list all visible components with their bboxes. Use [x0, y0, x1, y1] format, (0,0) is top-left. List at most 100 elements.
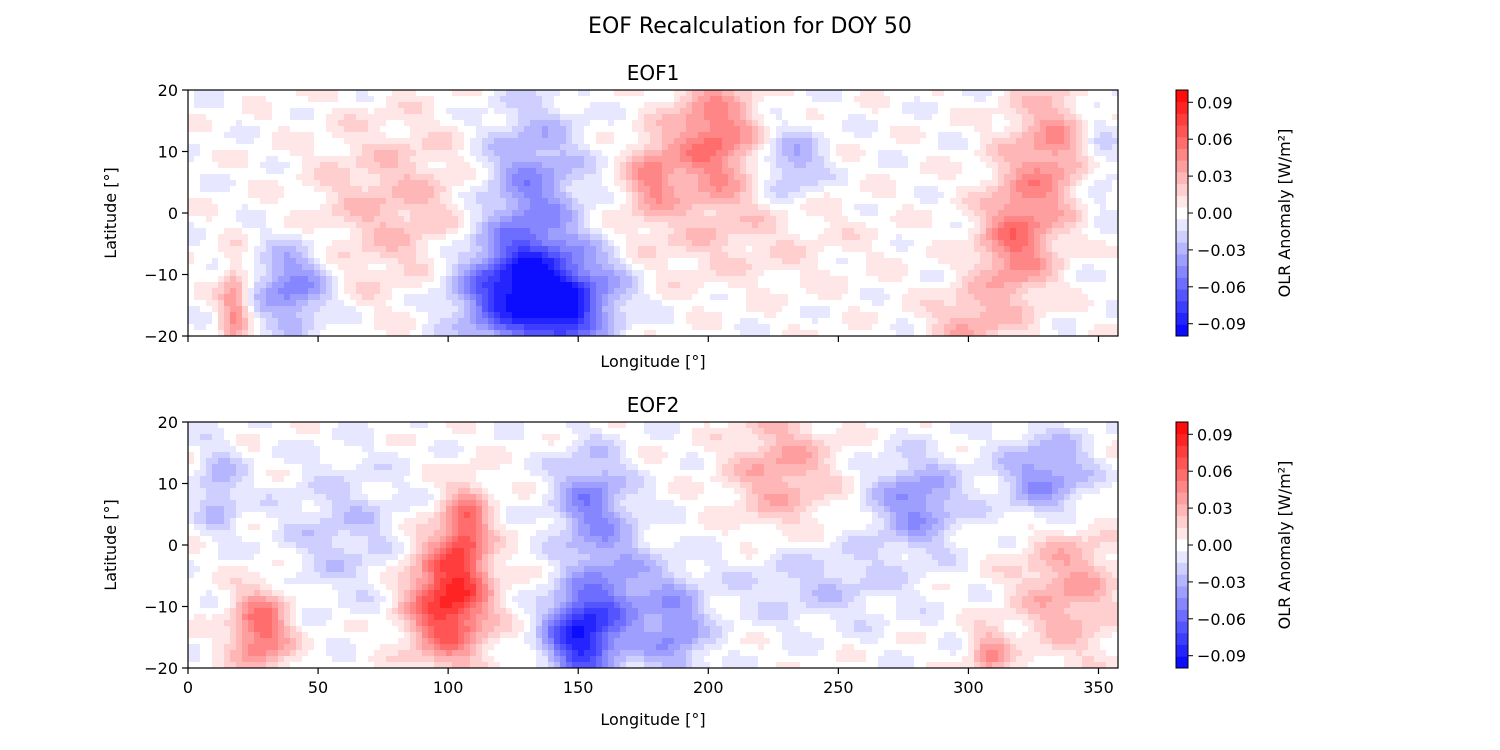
heatmap-cell [296, 168, 303, 175]
heatmap-cell [494, 234, 501, 241]
heatmap-cell [902, 246, 909, 253]
heatmap-cell [368, 186, 375, 193]
heatmap-cell [1100, 174, 1107, 181]
heatmap-cell [524, 198, 531, 205]
heatmap-cell [986, 114, 993, 121]
heatmap-cell [644, 114, 651, 121]
heatmap-cell [578, 192, 585, 199]
heatmap-cell [722, 222, 729, 229]
heatmap-cell [374, 132, 381, 139]
heatmap-cell [242, 108, 249, 115]
heatmap-cell [1070, 246, 1077, 253]
heatmap-cell [698, 228, 705, 235]
heatmap-cell [716, 216, 723, 223]
heatmap-cell [674, 264, 681, 271]
heatmap-cell [470, 96, 477, 103]
heatmap-cell [434, 108, 441, 115]
heatmap-cell [818, 222, 825, 229]
heatmap-cell [518, 186, 525, 193]
heatmap-cell [302, 246, 309, 253]
heatmap-cell [752, 144, 759, 151]
heatmap-cell [812, 150, 819, 157]
heatmap-cell [938, 126, 945, 133]
heatmap-cell [422, 222, 429, 229]
heatmap-cell [770, 102, 777, 109]
heatmap-cell [458, 108, 465, 115]
heatmap-cell [614, 108, 621, 115]
heatmap-cell [266, 180, 273, 187]
heatmap-cell [1076, 204, 1083, 211]
heatmap-cell [884, 180, 891, 187]
heatmap-cell [260, 204, 267, 211]
heatmap-cell [704, 240, 711, 247]
heatmap-cell [668, 132, 675, 139]
heatmap-cell [608, 132, 615, 139]
heatmap-cell [230, 90, 237, 97]
heatmap-cell [794, 156, 801, 163]
heatmap-cell [896, 210, 903, 217]
heatmap-cell [938, 210, 945, 217]
heatmap-cell [644, 144, 651, 151]
heatmap-cell [374, 240, 381, 247]
heatmap-cell [230, 246, 237, 253]
heatmap-cell [1106, 222, 1113, 229]
heatmap-cell [596, 180, 603, 187]
heatmap-cell [452, 222, 459, 229]
heatmap-cell [272, 90, 279, 97]
heatmap-cell [776, 174, 783, 181]
heatmap-cell [824, 210, 831, 217]
heatmap-cell [1094, 252, 1101, 259]
heatmap-cell [1052, 216, 1059, 223]
heatmap-cell [746, 144, 753, 151]
heatmap-cell [974, 246, 981, 253]
heatmap-cell [296, 90, 303, 97]
heatmap-cell [704, 150, 711, 157]
heatmap-cell [296, 258, 303, 265]
heatmap-cell [362, 120, 369, 127]
heatmap-cell [998, 150, 1005, 157]
heatmap-cell [860, 216, 867, 223]
heatmap-cell [344, 90, 351, 97]
heatmap-cell [488, 102, 495, 109]
heatmap-cell [248, 258, 255, 265]
heatmap-cell [836, 162, 843, 169]
heatmap-cell [938, 204, 945, 211]
heatmap-cell [866, 180, 873, 187]
heatmap-cell [578, 162, 585, 169]
heatmap-cell [734, 276, 741, 283]
heatmap-cell [704, 102, 711, 109]
heatmap-cell [740, 228, 747, 235]
heatmap-cell [884, 228, 891, 235]
heatmap-cell [824, 174, 831, 181]
heatmap-cell [962, 216, 969, 223]
heatmap-cell [524, 162, 531, 169]
heatmap-cell [482, 90, 489, 97]
heatmap-cell [788, 204, 795, 211]
heatmap-cell [440, 192, 447, 199]
heatmap-cell [422, 102, 429, 109]
heatmap-cell [464, 234, 471, 241]
heatmap-cell [674, 126, 681, 133]
heatmap-cell [590, 150, 597, 157]
heatmap-cell [254, 258, 261, 265]
heatmap-cell [284, 282, 291, 289]
heatmap-cell [380, 150, 387, 157]
heatmap-cell [866, 210, 873, 217]
heatmap-cell [590, 234, 597, 241]
heatmap-cell [710, 240, 717, 247]
heatmap-cell [404, 252, 411, 259]
heatmap-cell [734, 252, 741, 259]
heatmap-cell [566, 138, 573, 145]
heatmap-cell [518, 276, 525, 283]
heatmap-cell [266, 120, 273, 127]
heatmap-cell [386, 276, 393, 283]
heatmap-cell [788, 180, 795, 187]
heatmap-cell [602, 162, 609, 169]
heatmap-cell [350, 216, 357, 223]
heatmap-cell [722, 138, 729, 145]
heatmap-cell [968, 270, 975, 277]
heatmap-cell [866, 156, 873, 163]
heatmap-cell [392, 192, 399, 199]
heatmap-cell [464, 276, 471, 283]
heatmap-cell [674, 132, 681, 139]
